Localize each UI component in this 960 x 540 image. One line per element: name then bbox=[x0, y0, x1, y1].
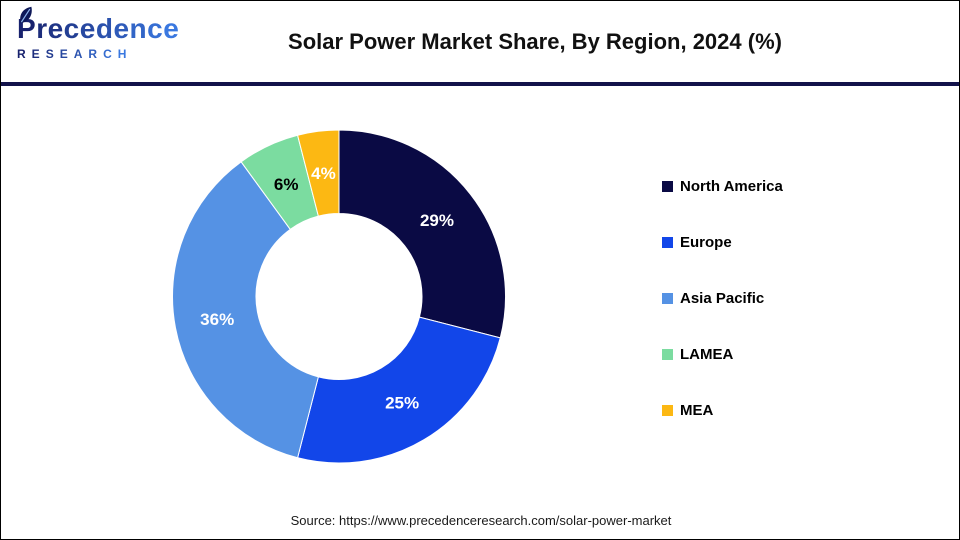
chart-area: 29% 25% 36% 6% 4% North America Europe Asia Pa… bbox=[1, 86, 959, 539]
legend-item-asia-pacific: Asia Pacific bbox=[662, 288, 783, 308]
brand-logo: Precedence RESEARCH bbox=[17, 6, 180, 61]
slice-label-north-america: 29% bbox=[420, 211, 454, 230]
legend-swatch-asia-pacific bbox=[662, 292, 673, 304]
brand-logo-subtext: RESEARCH bbox=[17, 47, 179, 61]
header: Precedence RESEARCH Solar Power Market S… bbox=[1, 1, 959, 82]
chart-title: Solar Power Market Share, By Region, 202… bbox=[288, 29, 782, 54]
slice-label-mea: 4% bbox=[311, 164, 336, 183]
donut-slice-europe bbox=[296, 316, 501, 464]
legend-label-lamea: LAMEA bbox=[680, 345, 734, 363]
legend-label-asia-pacific: Asia Pacific bbox=[680, 289, 765, 307]
brand-name: Precedence bbox=[17, 13, 180, 44]
legend-label-north-america: North America bbox=[680, 177, 783, 195]
leaf-icon bbox=[20, 6, 32, 24]
legend-item-europe: Europe bbox=[662, 232, 783, 252]
source-text: Source: https://www.precedenceresearch.c… bbox=[290, 513, 672, 528]
donut-slice-mea bbox=[296, 129, 340, 217]
legend-label-mea: MEA bbox=[680, 401, 714, 419]
slice-label-europe: 25% bbox=[385, 394, 419, 413]
brand-subname: RESEARCH bbox=[17, 47, 133, 61]
donut-slice-north-america bbox=[338, 129, 506, 339]
legend-swatch-north-america bbox=[662, 180, 673, 192]
header-divider bbox=[1, 82, 959, 86]
slice-label-lamea: 6% bbox=[274, 175, 299, 194]
donut-chart: 29% 25% 36% 6% 4% bbox=[172, 129, 506, 464]
legend: North America Europe Asia Pacific LAMEA MEA bbox=[662, 176, 783, 456]
slice-label-asia-pacific: 36% bbox=[200, 310, 234, 329]
brand-logo-text: Precedence bbox=[17, 6, 180, 44]
legend-swatch-mea bbox=[662, 404, 673, 416]
legend-item-north-america: North America bbox=[662, 176, 783, 196]
legend-item-lamea: LAMEA bbox=[662, 344, 783, 364]
donut-slice-asia-pacific bbox=[172, 161, 319, 459]
legend-swatch-europe bbox=[662, 236, 673, 248]
legend-item-mea: MEA bbox=[662, 400, 783, 420]
legend-label-europe: Europe bbox=[680, 233, 732, 251]
legend-swatch-lamea bbox=[662, 348, 673, 360]
